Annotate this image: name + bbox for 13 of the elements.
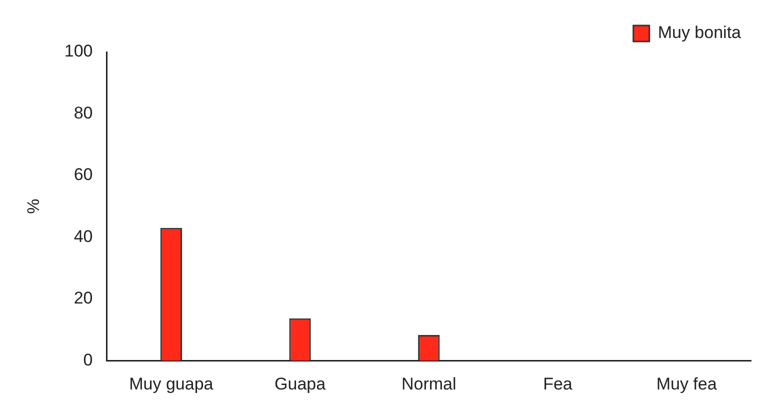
- y-tick-label: 100: [64, 42, 93, 61]
- x-tick-label: Muy guapa: [129, 374, 214, 394]
- x-tick-label: Muy fea: [656, 374, 718, 394]
- y-tick-label: 20: [74, 288, 93, 308]
- y-axis-title: %: [24, 198, 43, 214]
- y-tick-label: 80: [74, 103, 93, 122]
- x-tick-label: Normal: [401, 374, 456, 394]
- y-tick-label: 60: [74, 165, 93, 184]
- legend-label: Muy bonita: [658, 23, 742, 42]
- y-tick-label: 40: [74, 226, 93, 246]
- x-tick-label: Fea: [543, 374, 573, 394]
- x-tick-label: Guapa: [274, 374, 326, 394]
- y-tick-label: 0: [83, 350, 93, 370]
